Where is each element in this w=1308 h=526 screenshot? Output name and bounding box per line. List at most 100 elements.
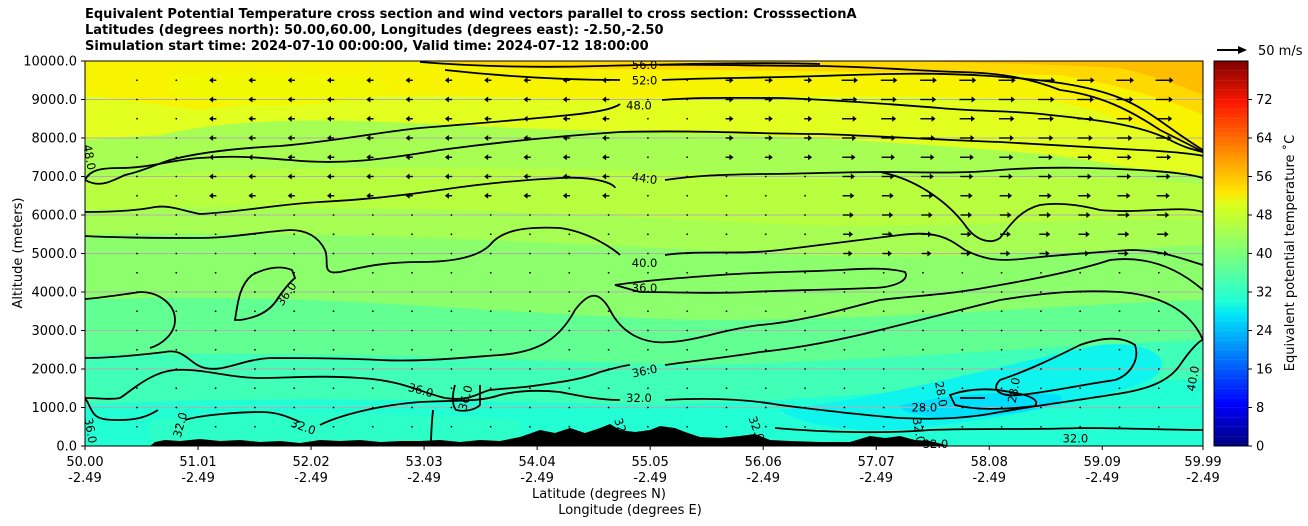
wind-dot [332,233,335,236]
wind-dot [882,406,885,409]
wind-arrowhead [562,154,567,161]
wind-dot [489,425,492,428]
wind-dot [489,348,492,351]
wind-dot [371,348,374,351]
wind-dot [764,252,767,255]
wind-arrowhead [1048,154,1053,161]
wind-dot [764,194,767,197]
wind-dot [450,329,453,332]
contour-32-ring [995,337,1138,397]
colorbar-tick-label: 0 [1256,440,1264,455]
wind-dot [1157,310,1160,313]
wind-arrowhead [366,192,371,199]
wind-dot [568,329,571,332]
wind-dot [922,291,924,293]
wind-arrowhead [602,115,607,122]
wind-dot [332,329,335,332]
wind-dot [882,291,885,293]
wind-dot [764,387,767,390]
wind-dot [686,310,689,313]
wind-arrowhead [1010,115,1015,122]
contour-label: 28.0 [932,380,950,408]
wind-arrowhead [892,115,897,122]
wind-dot [804,175,806,178]
contour-36-ring [233,266,297,321]
x-tick-label-latitude: 52.02 [292,455,329,470]
wind-dot [254,291,256,293]
x-tick-label-longitude: -2.49 [68,471,102,486]
wind-dot [647,137,649,139]
wind-arrowhead [1006,250,1011,257]
wind-arrowhead [1165,212,1170,218]
wind-arrowhead [287,135,292,141]
contour-label: 36.0 [81,417,99,445]
x-tick-label-latitude: 57.07 [858,455,895,470]
wind-dot [1079,387,1082,390]
contour-56 [419,61,821,68]
wind-dot [1118,406,1121,409]
wind-dot [922,329,924,332]
wind-arrowhead [850,192,855,199]
wind-dot [804,271,806,274]
wind-arrowhead [1050,96,1055,103]
colorbar-label: Equivalent potential temperature ˚C [1282,135,1298,371]
wind-dot [136,291,138,293]
wind-arrowhead [1129,77,1134,84]
wind-arrowhead [1090,77,1095,84]
wind-dot [647,156,649,159]
y-tick-label: 10000.0 [23,55,77,70]
wind-arrowhead [1009,154,1014,161]
wind-arrowhead [729,154,734,161]
wind-dot [961,329,964,332]
wind-arrowhead [1168,96,1173,103]
wind-dot [371,329,374,332]
wind-dot [804,406,806,409]
wind-arrowhead [969,154,974,161]
wind-arrowhead [887,250,892,257]
wind-arrowhead [444,173,449,180]
wind-dot [686,175,689,178]
wind-dot [1040,425,1042,428]
wind-dot [1157,291,1160,293]
wind-arrowhead [1126,173,1131,180]
wind-arrowhead [1048,173,1053,180]
wind-dot [136,175,138,178]
wind-dot [922,387,924,390]
wind-dot [371,368,374,370]
wind-dot [686,329,689,332]
wind-arrowhead [1086,192,1091,199]
wind-arrowhead [444,192,449,199]
contour-48-bottom [85,130,1203,181]
wind-dot [489,406,492,409]
x-tick-label-latitude: 59.99 [1184,455,1221,470]
wind-dot [647,425,649,428]
wind-dot [1118,368,1121,370]
wind-dot [214,387,217,390]
wind-arrowhead [1046,212,1051,218]
wind-arrowhead [1127,154,1132,161]
wind-arrowhead [327,77,331,84]
wind-arrowhead [967,231,972,238]
x-tick-label-latitude: 58.08 [971,455,1008,470]
wind-dot [1079,425,1082,428]
wind-dot [293,291,296,293]
wind-arrowhead [523,77,528,84]
wind-dot [764,406,767,409]
wind-arrowhead [808,115,813,122]
wind-dot [804,329,806,332]
wind-dot [922,348,924,351]
x-tick-label-longitude: -2.49 [1186,471,1220,486]
wind-dot [489,387,492,390]
wind-dot [804,194,806,197]
wind-arrowhead [729,135,734,141]
wind-dot [686,79,689,82]
contour-44-dip [879,171,1203,242]
wind-arrowhead [444,77,449,84]
wind-dot [1000,271,1003,274]
wind-dot [686,291,689,293]
contour-32 [85,339,1203,426]
wind-dot [647,387,649,390]
wind-dot [371,214,374,216]
wind-dot [254,406,256,409]
contour-label: 28.0 [912,401,938,415]
